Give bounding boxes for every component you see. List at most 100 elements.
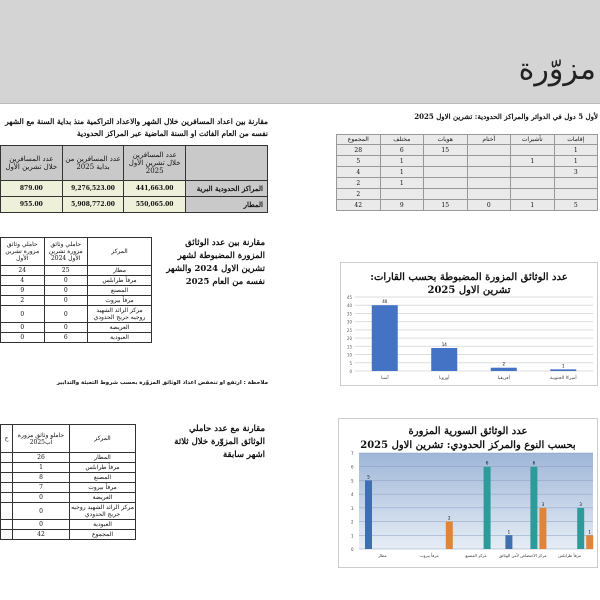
table-cell: 9 bbox=[379, 199, 424, 211]
bar bbox=[530, 466, 538, 549]
y-tick-label: 2 bbox=[351, 520, 354, 525]
note: ملاحظة : ارتفع او تنخفض اعداد الوثائق ال… bbox=[56, 380, 268, 386]
table-cell: 42 bbox=[12, 529, 70, 540]
chart1-svg: 0 5 10 15 20 25 30 35 40 45 40 آسيا 14 أوروبا 2 أفريقيا… bbox=[347, 295, 593, 381]
table-cell: 0 bbox=[0, 322, 45, 333]
continents-chart: عدد الوثائق المزورة المضبوطة بحسب القارا… bbox=[340, 262, 598, 386]
table-cell bbox=[0, 529, 13, 540]
bar bbox=[586, 535, 594, 549]
table-cell: 1 bbox=[553, 144, 598, 156]
bar bbox=[365, 480, 372, 549]
table-cell bbox=[0, 482, 13, 493]
x-tick-label: أفريقيا bbox=[498, 374, 510, 381]
y-tick-label: 7 bbox=[351, 451, 354, 456]
table-cell bbox=[466, 177, 511, 189]
table-cell bbox=[510, 177, 555, 189]
travelers-table: عدد المسافرين خلال تشرين الأول 2025 عدد ا… bbox=[0, 145, 268, 213]
table-cell bbox=[466, 144, 511, 156]
table-cell: 1 bbox=[553, 155, 598, 167]
data-label: 3 bbox=[542, 502, 545, 507]
column-header: إقامات bbox=[553, 134, 598, 145]
x-tick-label: مركز المصنع bbox=[465, 553, 486, 558]
data-label: 40 bbox=[382, 299, 388, 304]
table-row: مطار 25 24 bbox=[0, 265, 152, 276]
table-row: مرفأ طرابلس 1 bbox=[0, 462, 136, 473]
report-header: مزوّرة bbox=[0, 0, 600, 104]
table-row: 1 15 6 28 bbox=[336, 144, 598, 156]
table-cell bbox=[466, 155, 511, 167]
top-left-title: مقارنة بين اعداد المسافرين خلال الشهر وا… bbox=[5, 117, 268, 138]
table-cell: 2 bbox=[0, 295, 45, 306]
table-cell: 0 bbox=[43, 305, 88, 323]
table-cell bbox=[553, 177, 598, 189]
table-cell: مرفأ بيروت bbox=[87, 295, 152, 306]
x-tick-label: مرفأ بيروت bbox=[420, 552, 439, 558]
table-row: المصنع 0 9 bbox=[0, 285, 152, 296]
forged-docs-comparison-table: المركز حاملي وثائق مزورة تشرين الأول 2024… bbox=[0, 237, 152, 343]
table-row: مرفأ طرابلس 0 4 bbox=[0, 275, 152, 286]
table-row: العبودية 6 0 bbox=[0, 332, 152, 343]
y-tick-label: 5 bbox=[349, 361, 352, 366]
table-row: المصنع 8 bbox=[0, 472, 136, 483]
x-tick-label: مرفأ طرابلس bbox=[558, 552, 581, 558]
data-label: 2 bbox=[448, 516, 451, 521]
table-cell: 5,908,772.00 bbox=[61, 196, 125, 213]
table-cell: العريضة bbox=[87, 322, 152, 333]
table-cell: العبودية bbox=[87, 332, 152, 343]
column-header: ح bbox=[0, 424, 13, 453]
table-cell: 0 bbox=[0, 305, 45, 323]
x-tick-label: أميركا الجنوبية bbox=[550, 374, 577, 381]
table-cell: مركز الرائد الشهيد روجيه جريج الحدودي bbox=[87, 305, 152, 323]
column-header: تأشيرات bbox=[510, 134, 555, 145]
y-tick-label: 4 bbox=[351, 492, 354, 497]
table-row: المجموع 42 bbox=[0, 529, 136, 540]
table-cell: 5 bbox=[553, 199, 598, 211]
table-cell: 1 bbox=[379, 166, 424, 178]
header-title: مزوّرة bbox=[518, 52, 596, 87]
table-cell: المطار bbox=[69, 452, 136, 463]
table-row: 2 bbox=[336, 188, 598, 200]
column-header: المجموع bbox=[336, 134, 381, 145]
table-cell bbox=[0, 519, 13, 530]
x-tick-label: مركز الاختصاص لأمن الوثائق bbox=[499, 553, 547, 558]
table-cell: 4 bbox=[336, 166, 381, 178]
table-cell: 0 bbox=[12, 519, 70, 530]
chart1-title-line1: عدد الوثائق المزورة المضبوطة بحسب القارا… bbox=[370, 272, 568, 283]
table-cell: 26 bbox=[12, 452, 70, 463]
bar bbox=[505, 535, 513, 549]
column-header: عدد المسافرين من بداية 2025 bbox=[61, 145, 125, 181]
column-header: المركز bbox=[87, 237, 152, 266]
table-cell: المراكز الحدودية البرية bbox=[185, 180, 268, 197]
data-label: 1 bbox=[508, 529, 511, 534]
table-cell: 0 bbox=[12, 502, 70, 520]
y-tick-label: 3 bbox=[351, 506, 354, 511]
table-row: مركز الرائد الشهيد روجيه جريج الحدودي 0 0 bbox=[0, 305, 152, 323]
table-cell bbox=[510, 144, 555, 156]
table-row: مرفأ بيروت 0 2 bbox=[0, 295, 152, 306]
column-header: عدد المسافرين خلال تشرين الأول 2025 bbox=[123, 145, 186, 181]
table-cell: 0 bbox=[43, 285, 88, 296]
bar bbox=[539, 507, 547, 549]
table-cell bbox=[510, 188, 555, 200]
table-cell: 3 bbox=[553, 166, 598, 178]
table-cell: 550,065.00 bbox=[123, 196, 186, 213]
data-label: 14 bbox=[442, 342, 448, 347]
data-label: 3 bbox=[579, 502, 582, 507]
x-tick-label: مطار bbox=[377, 553, 387, 558]
table-cell: العبودية bbox=[69, 519, 136, 530]
y-tick-label: 30 bbox=[347, 320, 353, 325]
table-cell: 8 bbox=[12, 472, 70, 483]
table-cell: 2 bbox=[336, 177, 381, 189]
y-tick-label: 20 bbox=[347, 336, 353, 341]
table-cell: 1 bbox=[510, 155, 555, 167]
header-row: عدد المسافرين خلال تشرين الأول 2025 عدد ا… bbox=[0, 145, 268, 181]
table-cell: المصنع bbox=[87, 285, 152, 296]
x-tick-label: آسيا bbox=[381, 375, 389, 381]
table-cell: مرفأ بيروت bbox=[69, 482, 136, 493]
y-tick-label: 40 bbox=[347, 303, 353, 308]
table-row: العريضة 0 0 bbox=[0, 322, 152, 333]
table-cell bbox=[0, 492, 13, 503]
table-cell bbox=[423, 155, 468, 167]
